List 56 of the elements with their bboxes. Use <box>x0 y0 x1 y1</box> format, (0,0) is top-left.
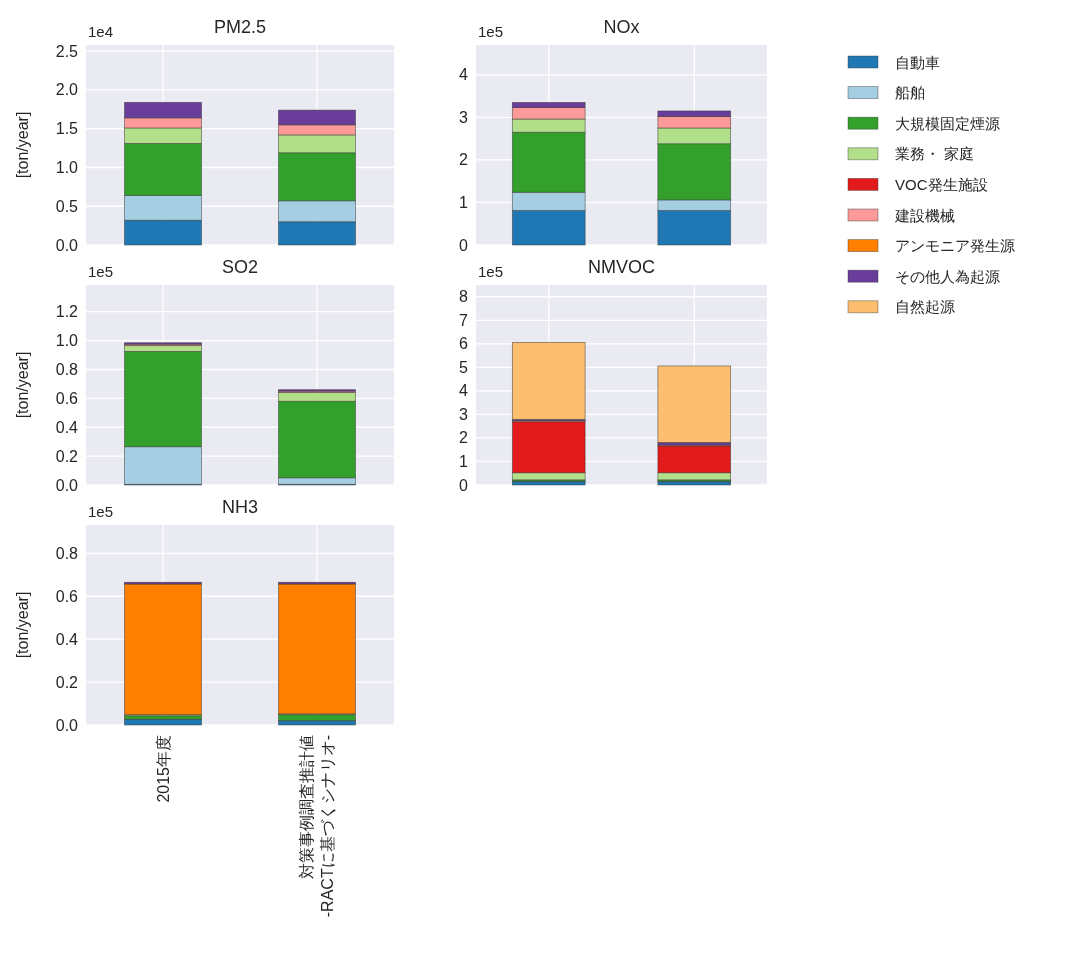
chart-title: SO2 <box>221 257 259 277</box>
y-tick-label: 1.5 <box>55 120 79 138</box>
y-tick-label: 0.0 <box>55 476 79 494</box>
chart-title: NMVOC <box>588 257 655 277</box>
y-axis-title: [ton/year] <box>14 351 31 419</box>
y-tick-label: 2.0 <box>55 81 79 99</box>
x-tick-label: 対策事例調査推計値 -RACTに基づくシナリオ- <box>298 735 336 918</box>
y-tick-label: 8 <box>459 288 469 306</box>
y-tick-label: 4 <box>459 382 469 400</box>
y-tick-label: 1.2 <box>55 303 79 321</box>
y-tick-label: 0 <box>459 236 469 254</box>
y-tick-label: 0.6 <box>55 587 79 605</box>
y-tick-label: 1.0 <box>55 158 79 176</box>
legend-label: アンモニア発生源 <box>895 237 1015 255</box>
text: 1e4 <box>88 23 114 40</box>
y-tick-label: 0.2 <box>55 673 79 691</box>
legend-label: VOC発生施設 <box>895 175 988 193</box>
y-tick-label: 0.5 <box>55 197 79 215</box>
y-tick-label: 0.8 <box>55 544 79 562</box>
y-tick-label: 0.6 <box>55 389 79 407</box>
y-tick-label: 5 <box>459 358 469 376</box>
y-tick-label: 0.0 <box>55 236 79 254</box>
text: 1e5 <box>88 503 114 520</box>
legend-label: その他人為起源 <box>895 267 1000 285</box>
legend-label: 建設機械 <box>894 206 955 224</box>
legend-label: 大規模固定煙源 <box>895 114 1000 132</box>
y-tick-label: 0.0 <box>55 716 79 734</box>
y-tick-label: 3 <box>459 405 469 423</box>
text: 1e5 <box>478 23 504 40</box>
chart-title: PM2.5 <box>213 17 267 37</box>
chart-title: NH3 <box>221 497 259 517</box>
chart-title: NOx <box>603 17 640 37</box>
y-tick-label: 3 <box>459 108 469 126</box>
y-tick-label: 0 <box>459 476 469 494</box>
legend-label: 船舶 <box>895 84 925 102</box>
y-axis-title: [ton/year] <box>14 591 31 659</box>
y-tick-label: 6 <box>459 335 469 353</box>
y-tick-label: 1 <box>459 193 469 211</box>
text: 1e5 <box>88 263 114 280</box>
y-tick-label: 2 <box>459 429 469 447</box>
y-tick-label: 0.4 <box>55 418 79 436</box>
y-tick-label: 0.8 <box>55 360 79 378</box>
y-tick-label: 7 <box>459 311 469 329</box>
legend-label: 自動車 <box>895 53 940 71</box>
y-tick-label: 0.4 <box>55 630 79 648</box>
y-axis-title: [ton/year] <box>14 111 31 179</box>
y-tick-label: 1 <box>459 452 469 470</box>
y-tick-label: 2.5 <box>55 42 79 60</box>
legend-label: 業務・ 家庭 <box>895 145 975 163</box>
text: 1e5 <box>478 263 504 280</box>
y-tick-label: 4 <box>459 66 469 84</box>
y-tick-label: 0.2 <box>55 447 79 465</box>
y-tick-label: 1.0 <box>55 332 79 350</box>
y-tick-label: 2 <box>459 151 469 169</box>
legend-label: 自然起源 <box>895 298 955 316</box>
x-tick-label: 2015年度 <box>154 735 172 803</box>
